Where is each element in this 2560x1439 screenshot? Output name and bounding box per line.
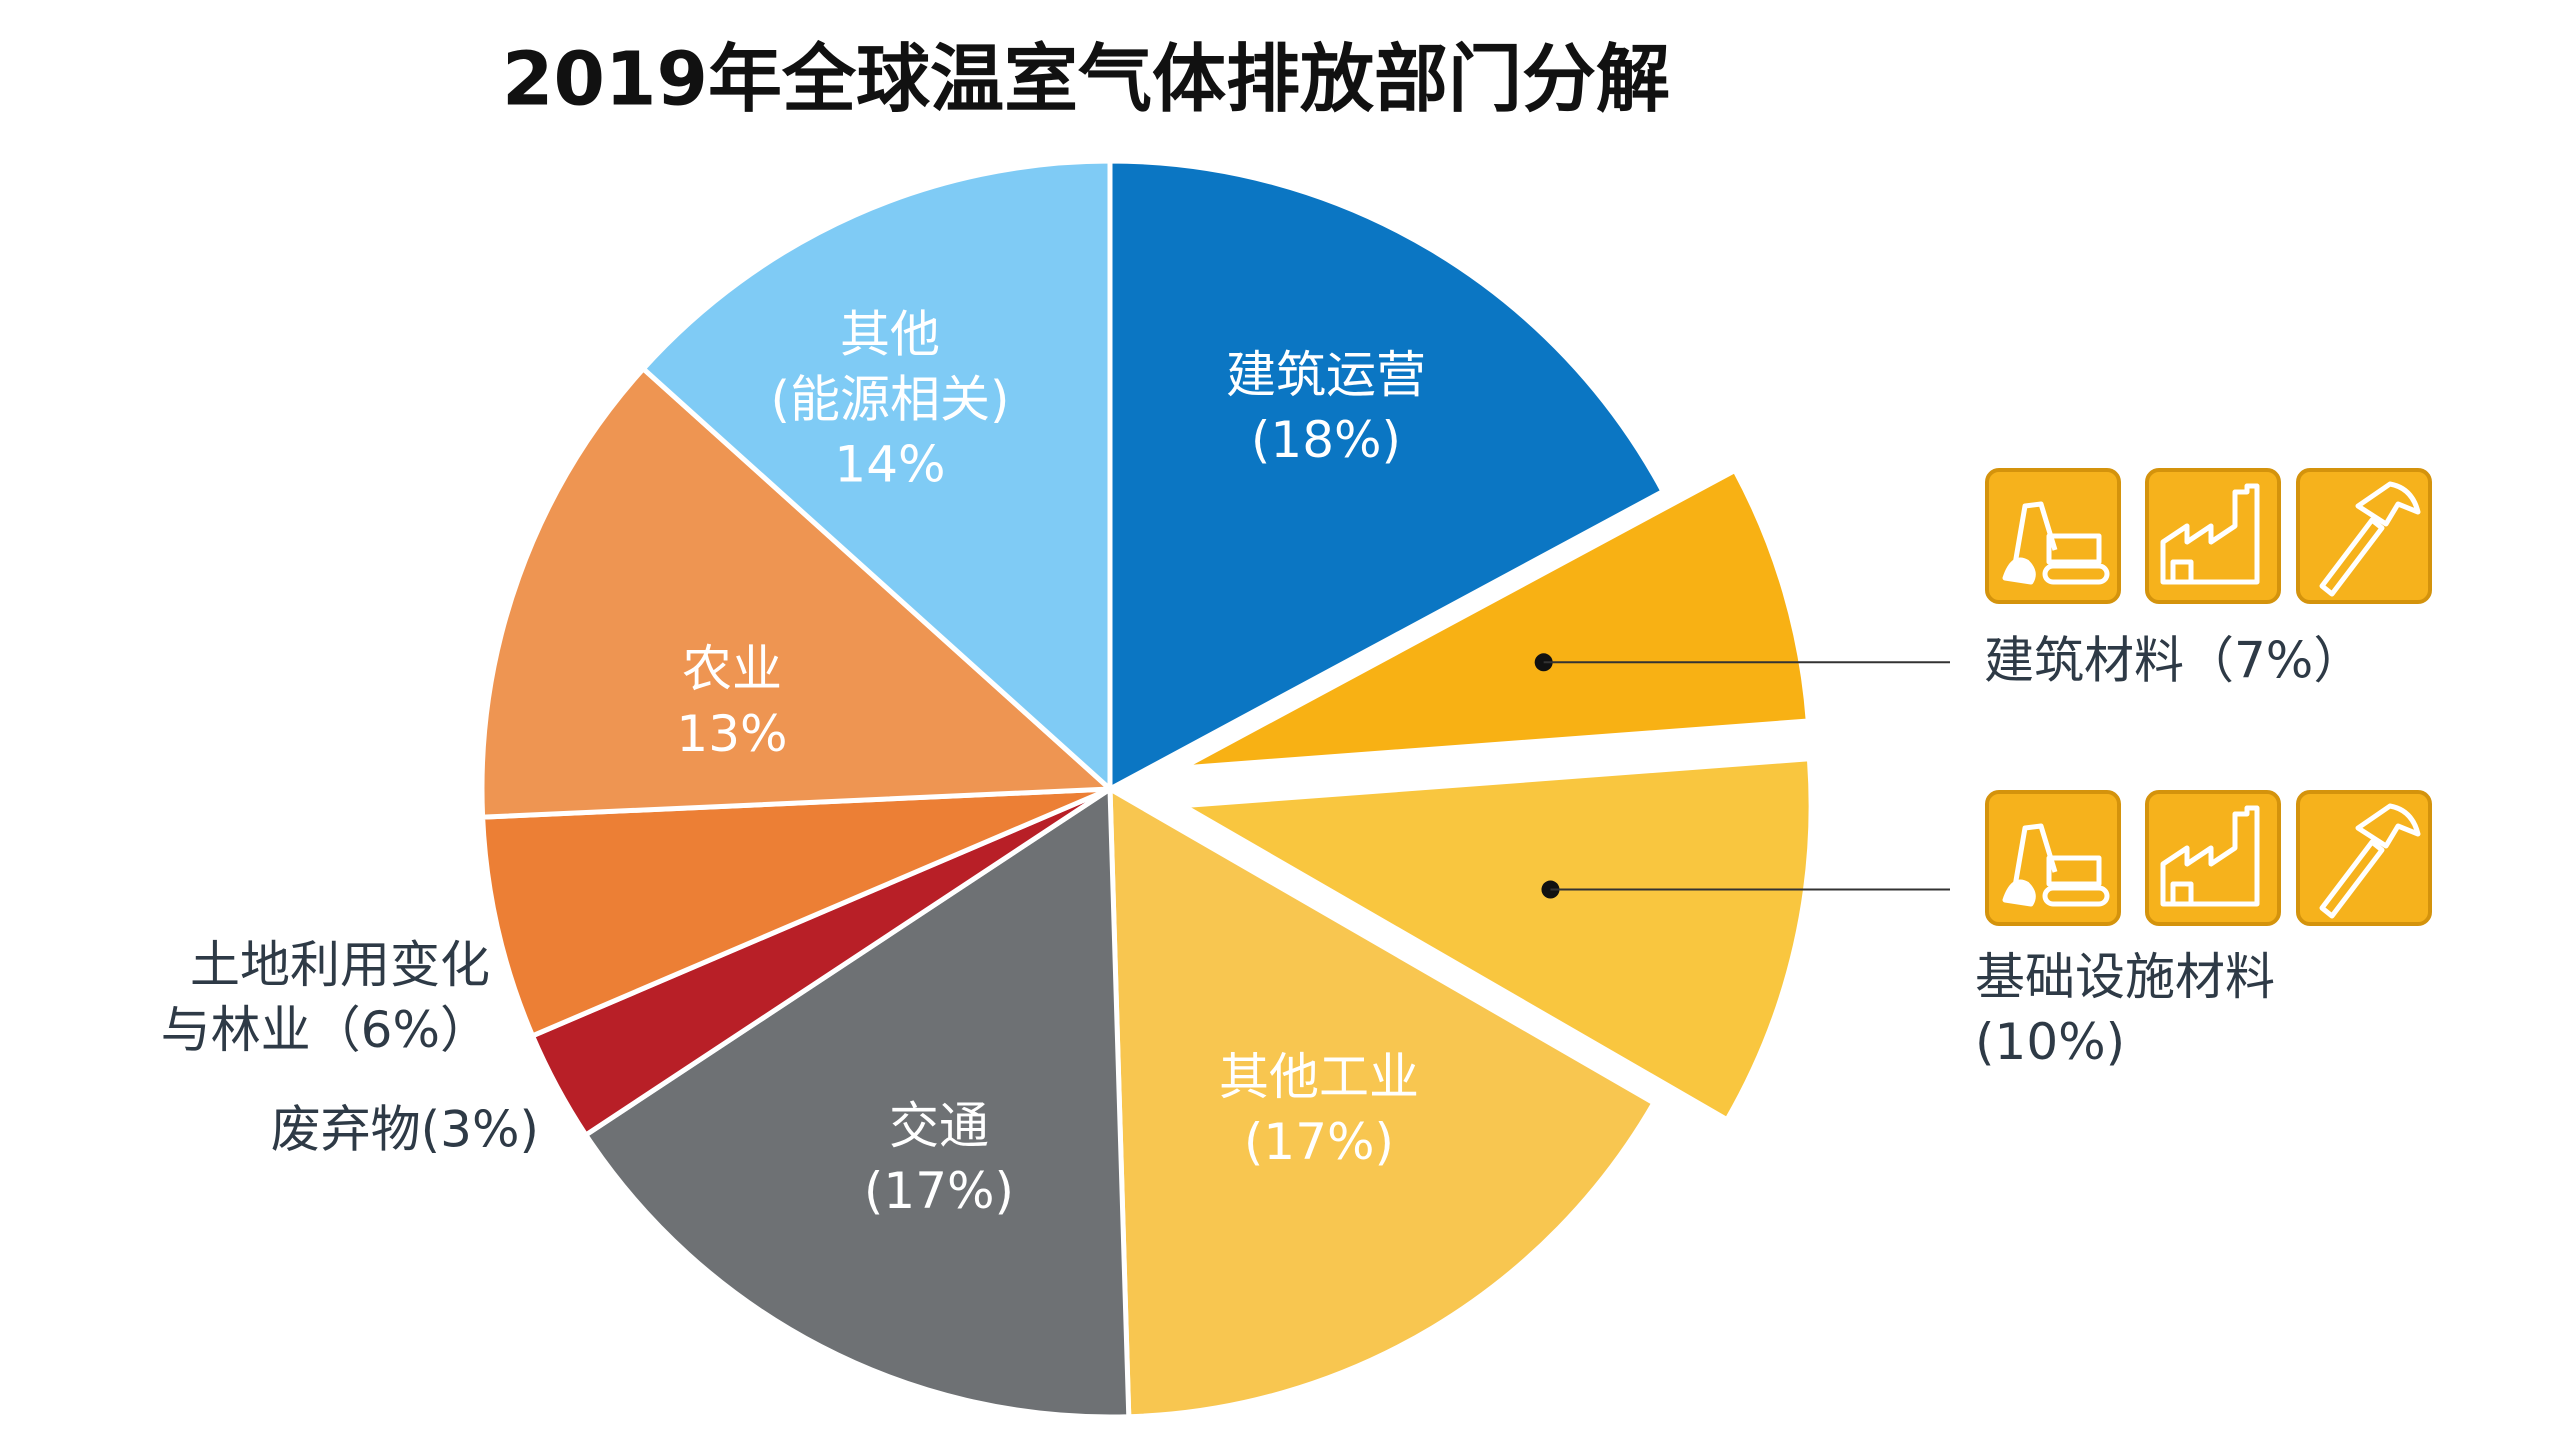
category-label: 其他 (能源相关) bbox=[770, 305, 1010, 429]
icon-factory bbox=[2147, 470, 2279, 602]
category-label: 基础设施材料 bbox=[1975, 948, 2275, 1006]
slice-label: 废弃物(3%) bbox=[271, 1098, 539, 1163]
icon-row bbox=[1987, 792, 2430, 924]
pie-slice bbox=[1107, 784, 1658, 1420]
slice-label: 其他 (能源相关) 14% bbox=[770, 303, 1009, 498]
category-label: 建筑运营 bbox=[1226, 346, 1426, 404]
icon-row bbox=[1987, 470, 2430, 602]
value-label: （6%） bbox=[310, 1001, 490, 1059]
pie-slice bbox=[582, 784, 1132, 1420]
value-label: 13% bbox=[676, 705, 788, 763]
pie-slice bbox=[480, 786, 1111, 1040]
value-label: (17%) bbox=[863, 1162, 1015, 1220]
category-label: 土地利用变化 与林业 bbox=[160, 936, 490, 1059]
pie-slice bbox=[639, 158, 1113, 795]
slice-label: 土地利用变化 与林业（6%） bbox=[161, 933, 490, 1063]
pie-slice bbox=[1174, 756, 1814, 1124]
icon-factory bbox=[2147, 792, 2279, 924]
slice-label: 农业 13% bbox=[676, 637, 787, 767]
slice-label: 建筑运营 (18%) bbox=[1226, 343, 1426, 473]
slice-label: 基础设施材料 (10%) bbox=[1975, 945, 2275, 1075]
slice-label: 其他工业 (17%) bbox=[1219, 1045, 1419, 1175]
category-label: 其他工业 bbox=[1219, 1048, 1419, 1106]
pie-slice bbox=[479, 365, 1117, 820]
category-label: 农业 bbox=[681, 640, 782, 698]
icon-excavator bbox=[1987, 470, 2119, 602]
value-label: (10%) bbox=[1975, 1013, 2126, 1071]
icon-hammer bbox=[2298, 470, 2430, 602]
slice-label: 交通 (17%) bbox=[864, 1094, 1014, 1224]
pie-slice bbox=[1107, 158, 1667, 794]
icon-excavator bbox=[1987, 792, 2119, 924]
chart-title: 2019年全球温室气体排放部门分解 bbox=[502, 36, 1670, 123]
value-label: （7%） bbox=[2184, 631, 2364, 690]
value-label: (3%) bbox=[420, 1100, 539, 1159]
pie-slice bbox=[1180, 466, 1811, 771]
category-label: 建筑材料 bbox=[1984, 631, 2184, 690]
category-label: 废弃物 bbox=[270, 1100, 421, 1159]
value-label: (17%) bbox=[1243, 1113, 1395, 1171]
icon-hammer bbox=[2298, 792, 2430, 924]
category-label: 交通 bbox=[889, 1097, 989, 1155]
value-label: 14% bbox=[834, 435, 946, 494]
value-label: (18%) bbox=[1250, 411, 1402, 469]
slice-label: 建筑材料（7%） bbox=[1984, 629, 2363, 694]
